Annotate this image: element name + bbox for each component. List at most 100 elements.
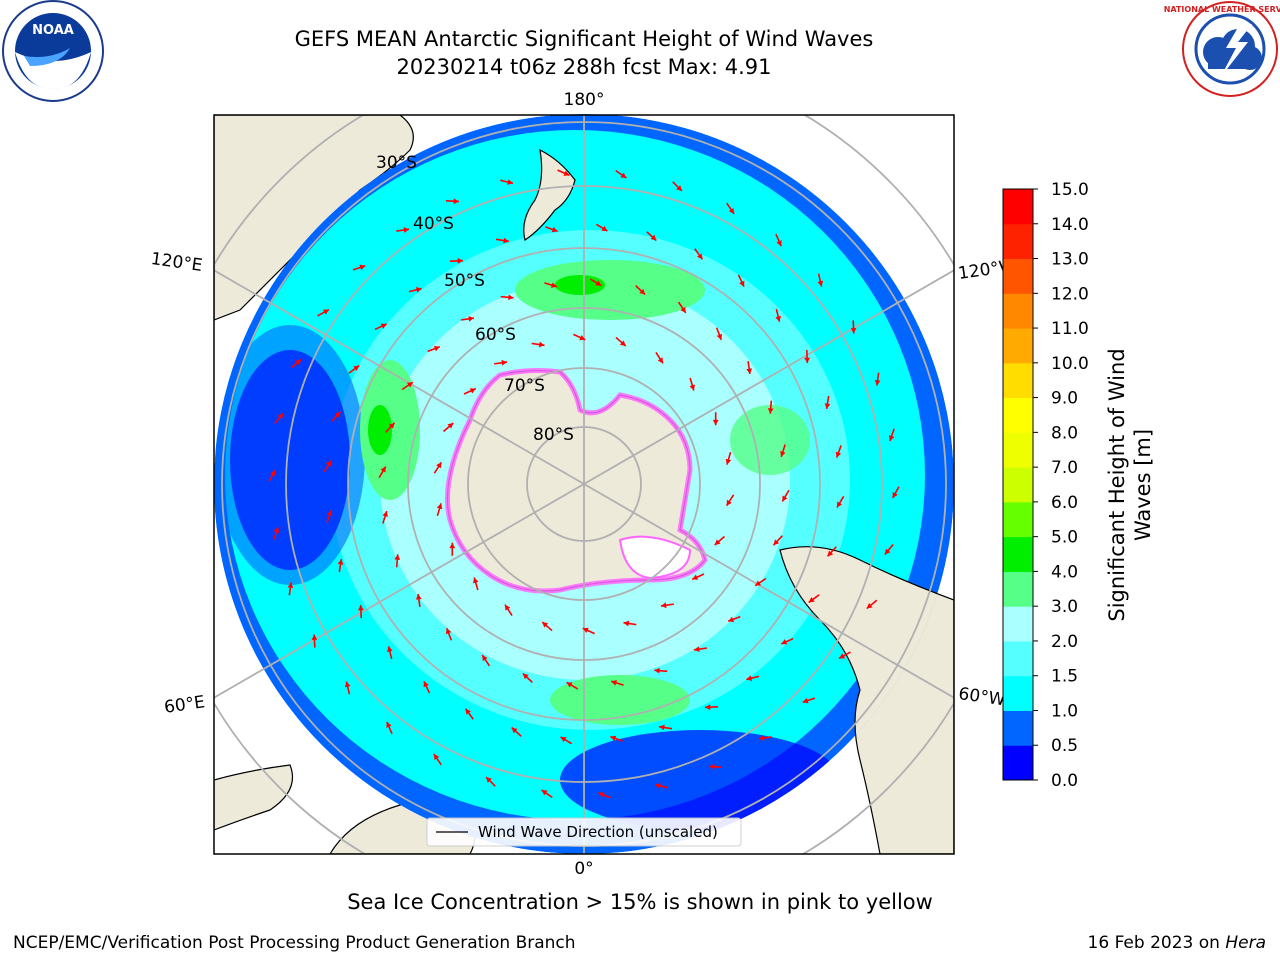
colorbar-segment [1003, 640, 1033, 677]
wind-arrow-head [359, 264, 366, 271]
wind-arrow-head [595, 280, 602, 286]
colorbar-segment [1003, 467, 1033, 503]
wind-arrow-head [839, 653, 846, 659]
wind-arrow-head [716, 333, 723, 340]
wind-arrow-head [334, 411, 341, 418]
wind-arrow-head [804, 357, 810, 363]
wind-arrow-head [639, 288, 646, 295]
wind-arrow-head [403, 227, 410, 233]
colorbar-tick-label: 0.5 [1051, 736, 1078, 756]
colorbar-segment [1003, 432, 1033, 468]
wind-arrow-head [725, 458, 732, 465]
wind-arrow-head [697, 253, 703, 260]
colorbar: 0.0 0.5 1.0 1.5 2.0 3.0 4.0 5.0 6.0 7.0 8.0 9.0 10.0… [1002, 180, 1089, 791]
wind-arrow-head [380, 466, 386, 473]
wind-arrow-head [654, 783, 661, 789]
wind-arrow-head [415, 594, 422, 600]
wind-arrow-head [508, 294, 514, 301]
wind-arrow-head [620, 172, 627, 178]
colorbar-tick-label: 10.0 [1051, 354, 1089, 374]
wind-arrow-head [601, 225, 608, 232]
colorbar-segment [1003, 223, 1033, 260]
lat-label-40s: 40°S [413, 214, 454, 234]
wind-arrow-head [709, 763, 715, 770]
wind-arrow-head [344, 681, 351, 688]
chart-title: GEFS MEAN Antarctic Significant Height o… [294, 27, 874, 51]
wind-arrow-head [382, 511, 388, 518]
wind-arrow-head [676, 185, 682, 191]
wind-wave-arrows [268, 169, 900, 799]
wind-arrow-head [326, 510, 333, 517]
wind-arrow-head [781, 639, 788, 645]
wind-arrow-head [507, 179, 514, 185]
colorbar-tick-label: 13.0 [1051, 250, 1089, 270]
wind-arrow-head [551, 226, 558, 233]
colorbar-segment [1003, 328, 1033, 364]
wind-arrow-head [380, 323, 387, 329]
wind-arrow-head [758, 735, 765, 741]
legend-label: Wind Wave Direction (unscaled) [478, 823, 718, 841]
colorbar-tick-label: 0.0 [1051, 771, 1078, 791]
colorbar-tick-label: 12.0 [1051, 284, 1089, 304]
wind-arrow-head [538, 341, 545, 348]
chart-subtitle: 20230214 t06z 288h fcst Max: 4.91 [396, 55, 772, 79]
lat-label-50s: 50°S [444, 271, 485, 291]
wind-arrow-head [353, 365, 360, 371]
wind-arrow-head [654, 667, 660, 674]
wind-arrow-head [892, 492, 898, 499]
colorbar-segment [1003, 571, 1033, 607]
wind-arrow-head [888, 435, 895, 442]
wind-arrow-head [447, 422, 454, 429]
wind-arrow-head [598, 792, 605, 798]
noaa-logo: NOAA [2, 0, 104, 102]
wind-arrow-head [270, 469, 276, 476]
wind-arrow-head [660, 602, 667, 609]
lat-label-60s: 60°S [475, 325, 516, 345]
lat-label-70s: 70°S [504, 376, 545, 396]
wind-arrow-head [273, 526, 280, 533]
colorbar-tick-label: 15.0 [1051, 180, 1089, 200]
colorbar-segment [1003, 362, 1033, 399]
lon-label-60e: 60°E [163, 692, 206, 717]
colorbar-tick-label: 2.0 [1051, 632, 1078, 652]
wind-arrow-head [423, 681, 429, 688]
wind-arrow-head [874, 379, 881, 386]
wind-arrow-head [755, 580, 762, 586]
wind-arrow-head [511, 727, 518, 734]
colorbar-label-line1: Significant Height of Wind [1105, 348, 1129, 621]
colorbar-tick-label: 8.0 [1051, 423, 1078, 443]
wind-arrow-head [780, 450, 786, 457]
colorbar-tick-label: 7.0 [1051, 458, 1078, 478]
lon-label-60w: 60°W [957, 684, 1006, 710]
wind-arrow-head [739, 280, 745, 287]
wind-arrow-head [835, 451, 842, 458]
wind-arrow-head [714, 539, 721, 546]
wind-arrow-head [287, 582, 294, 589]
wind-arrow-head [550, 282, 557, 288]
wind-arrow-head [436, 462, 442, 469]
wind-arrow-head [680, 306, 686, 313]
wave-height-field [214, 114, 954, 854]
wind-arrow-head [694, 646, 700, 653]
wind-arrow-head [453, 198, 459, 205]
wind-arrow-head [386, 721, 392, 728]
wind-arrow-head [277, 413, 284, 420]
lon-label-0: 0° [574, 859, 593, 879]
wind-arrow-head [611, 680, 618, 686]
wind-arrow-head [767, 408, 774, 414]
wind-arrow-head [522, 673, 529, 680]
colorbar-tick-label: 4.0 [1051, 562, 1078, 582]
map-legend: Wind Wave Direction (unscaled) [426, 817, 742, 847]
wind-arrow-head [325, 460, 332, 467]
colorbar-tick-label: 1.5 [1051, 667, 1078, 687]
wind-arrow-head [808, 597, 815, 603]
wind-arrow-head [884, 548, 891, 555]
wind-arrow-head [657, 357, 663, 364]
colorbar-segment [1003, 606, 1033, 642]
footer-date-text: 16 Feb 2023 on [1087, 933, 1226, 953]
wind-arrow-head [773, 539, 780, 546]
wind-arrow-head [726, 499, 732, 506]
wind-arrow-head [394, 554, 401, 560]
wind-arrow-head [337, 559, 344, 565]
footer-host: Hera [1225, 933, 1266, 953]
